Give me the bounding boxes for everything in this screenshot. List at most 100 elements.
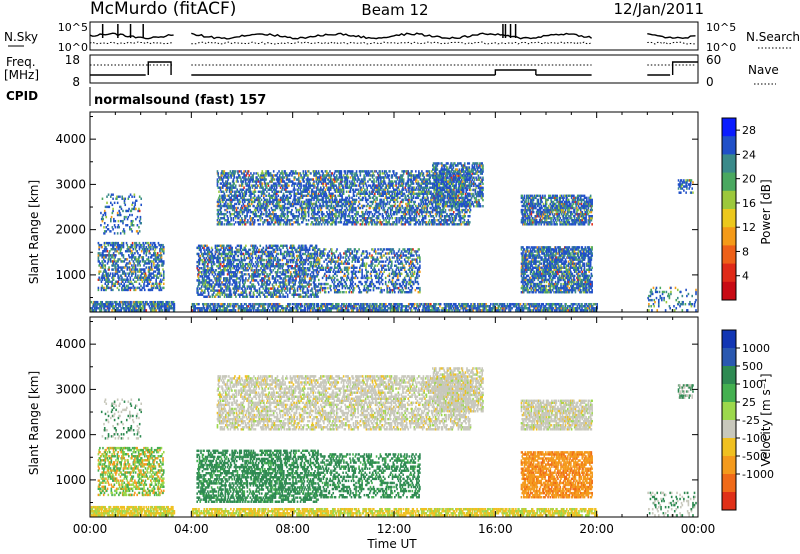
data-cell [218, 289, 220, 291]
data-cell [144, 289, 146, 291]
data-cell [259, 287, 261, 289]
data-cell [230, 217, 232, 219]
data-cell [131, 208, 133, 210]
data-cell [250, 281, 252, 283]
data-cell [244, 273, 246, 275]
data-cell [331, 172, 333, 174]
data-cell [225, 213, 227, 215]
data-cell [100, 270, 102, 272]
data-cell [300, 182, 302, 184]
data-cell [210, 289, 212, 291]
data-cell [321, 182, 323, 184]
data-cell [132, 242, 134, 244]
freq-left-tick-bottom: 8 [72, 75, 80, 89]
data-cell [310, 283, 312, 285]
data-cell [123, 242, 125, 244]
data-cell [244, 199, 246, 201]
data-cell [277, 172, 279, 174]
data-cell [113, 268, 115, 270]
data-cell [264, 296, 266, 298]
data-cell [310, 261, 312, 263]
data-cell [99, 244, 101, 246]
data-cell [307, 263, 309, 265]
data-cell [253, 205, 255, 207]
data-cell [112, 289, 114, 291]
data-cell [108, 193, 110, 195]
data-cell [284, 213, 286, 215]
data-cell [309, 178, 311, 180]
data-cell [98, 287, 100, 289]
data-cell [243, 186, 245, 188]
data-cell [265, 271, 267, 273]
data-cell [142, 272, 144, 274]
data-cell [284, 221, 286, 223]
data-cell [145, 246, 147, 248]
data-cell [288, 265, 290, 267]
data-cell [212, 281, 214, 283]
data-cell [156, 283, 158, 285]
data-cell [135, 256, 137, 258]
data-cell [266, 279, 268, 281]
data-cell [233, 182, 235, 184]
data-cell [240, 279, 242, 281]
data-cell [284, 176, 286, 178]
data-cell [105, 212, 107, 214]
data-cell [247, 285, 249, 287]
data-cell [256, 247, 258, 249]
data-cell [277, 279, 279, 281]
data-cell [263, 213, 265, 215]
data-cell [302, 245, 304, 247]
data-cell [226, 199, 228, 201]
data-cell [137, 287, 139, 289]
data-cell [221, 205, 223, 207]
data-cell [215, 269, 217, 271]
data-cell [264, 219, 266, 221]
data-cell [277, 195, 279, 197]
data-cell [310, 178, 312, 180]
data-cell [293, 283, 295, 285]
data-cell [124, 230, 126, 232]
data-cell [328, 186, 330, 188]
data-cell [254, 195, 256, 197]
data-cell [125, 216, 127, 218]
data-cell [106, 272, 108, 274]
data-cell [259, 197, 261, 199]
data-cell [267, 219, 269, 221]
data-cell [250, 217, 252, 219]
data-cell [136, 242, 138, 244]
data-cell [107, 242, 109, 244]
data-cell [308, 219, 310, 221]
data-cell [135, 218, 137, 220]
data-cell [298, 172, 300, 174]
data-cell [299, 213, 301, 215]
data-cell [231, 223, 233, 225]
freq-left-tick-top: 18 [65, 53, 80, 67]
data-cell [122, 279, 124, 281]
data-cell [141, 244, 143, 246]
data-cell [241, 172, 243, 174]
data-cell [250, 257, 252, 259]
data-cell [235, 221, 237, 223]
data-cell [228, 269, 230, 271]
data-cell [263, 259, 265, 261]
data-cell [227, 203, 229, 205]
data-cell [262, 263, 264, 265]
data-cell [255, 213, 257, 215]
data-cell [296, 271, 298, 273]
data-cell [326, 182, 328, 184]
data-cell [312, 223, 314, 225]
data-cell [209, 279, 211, 281]
data-cell [121, 208, 123, 210]
data-cell [126, 210, 128, 212]
data-cell [290, 195, 292, 197]
data-cell [258, 255, 260, 257]
data-cell [279, 259, 281, 261]
data-cell [155, 244, 157, 246]
data-cell [319, 211, 321, 213]
data-cell [317, 217, 319, 219]
data-cell [270, 291, 272, 293]
data-cell [350, 170, 352, 172]
data-cell [196, 261, 198, 263]
data-cell [109, 250, 111, 252]
data-cell [259, 245, 261, 247]
